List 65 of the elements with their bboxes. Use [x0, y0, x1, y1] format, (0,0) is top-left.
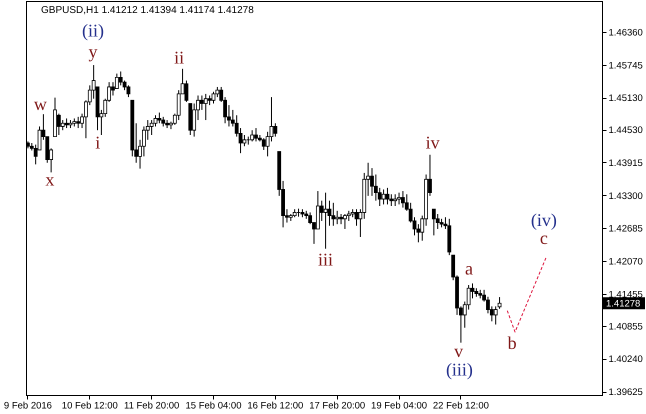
y-tick-label: 1.42070 [608, 256, 643, 268]
x-tick-label: 16 Feb 12:00 [247, 400, 304, 412]
candlestick [204, 93, 208, 121]
y-tick-label: 1.44530 [608, 125, 643, 136]
candlestick [382, 188, 386, 205]
x-tick-label: 22 Feb 12:00 [432, 400, 489, 412]
candlestick [208, 94, 212, 106]
chart-title: GBPUSD,H1 1.41212 1.41394 1.41174 1.41278 [41, 5, 254, 16]
candlestick [157, 112, 162, 124]
candlestick [254, 128, 258, 142]
x-tick-label: 15 Feb 04:00 [185, 400, 242, 412]
annotation: a [464, 258, 473, 279]
annotation: i [95, 132, 100, 153]
annotation: w [34, 94, 47, 114]
candlestick [393, 194, 398, 207]
annotation: y [88, 42, 98, 62]
candlestick [343, 214, 347, 230]
x-tick-label: 10 Feb 12:00 [62, 400, 118, 412]
y-tick-label: 1.45130 [608, 93, 643, 104]
candlestick [184, 80, 188, 102]
y-tick-label: 1.42685 [608, 224, 643, 235]
candlestick [432, 208, 436, 236]
annotation: x [45, 169, 54, 190]
candlestick [401, 190, 405, 208]
annotation: (iv) [530, 210, 557, 230]
candlestick [316, 190, 320, 230]
candlestick [354, 208, 358, 226]
x-tick-label: 17 Feb 20:00 [309, 400, 366, 412]
y-tick-label: 1.43300 [608, 190, 643, 202]
annotation: c [540, 228, 548, 248]
text: 1.41278 [606, 298, 640, 310]
y-tick-label: 1.40855 [608, 321, 643, 332]
y-tick-label: 1.39625 [608, 387, 643, 398]
candlestick [161, 116, 166, 127]
annotation: ii [174, 48, 184, 68]
annotation: v [454, 341, 464, 362]
annotation: (ii) [82, 20, 104, 41]
candlestick [494, 306, 498, 326]
annotation: (iii) [446, 360, 473, 380]
candlestick [339, 214, 343, 225]
candlestick [273, 122, 278, 138]
y-tick-label: 1.45745 [608, 60, 643, 72]
x-tick-label: 9 Feb 2016 [4, 400, 52, 412]
y-tick-label: 1.46360 [608, 27, 643, 38]
candlestick [397, 192, 401, 205]
candlestick [212, 91, 216, 104]
y-tick-label: 1.43915 [608, 158, 643, 169]
x-tick-label: 19 Feb 04:00 [371, 400, 428, 412]
annotation: b [508, 332, 517, 353]
candlestick [262, 138, 266, 150]
candlestick [331, 202, 336, 226]
candlestick [200, 94, 204, 110]
candlestick [64, 118, 68, 129]
candlestick [324, 192, 328, 250]
y-tick-label: 1.41455 [608, 289, 643, 300]
candlestick [242, 134, 246, 147]
candlestick [56, 113, 61, 136]
y-tick-label: 1.40240 [608, 354, 643, 366]
candlestick [250, 130, 254, 142]
candlestick [118, 70, 123, 86]
x-tick-label: 11 Feb 20:00 [124, 400, 180, 412]
candlestick [386, 187, 390, 205]
annotation: iii [318, 250, 334, 270]
annotation: iv [426, 132, 440, 153]
candlestick [126, 84, 130, 98]
